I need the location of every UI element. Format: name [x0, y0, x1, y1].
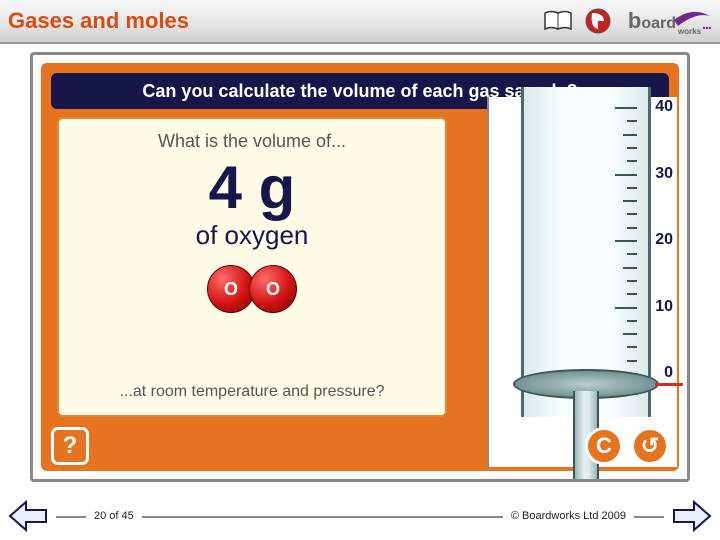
boardworks-logo: board works	[628, 6, 712, 36]
header-icons: board works	[542, 6, 712, 36]
tick-minor	[627, 253, 637, 255]
header-bar: Gases and moles board works	[0, 0, 720, 44]
panel-mass: 4 g	[59, 158, 445, 218]
tick-minor	[627, 213, 637, 215]
cylinder-plunger[interactable]	[513, 369, 659, 405]
unit-label: dm³	[687, 375, 690, 391]
tick-minor	[627, 120, 637, 122]
tick-minor	[623, 267, 637, 269]
tick-label: 0	[664, 364, 673, 382]
panel-condition: ...at room temperature and pressure?	[59, 383, 445, 401]
tick-minor	[627, 320, 637, 322]
tick-minor	[627, 187, 637, 189]
atom-icon: O	[207, 265, 255, 313]
check-button[interactable]: C	[585, 427, 623, 465]
tick-major	[615, 307, 637, 309]
zero-marker	[655, 383, 683, 386]
tick-minor	[627, 360, 637, 362]
tick-minor	[627, 346, 637, 348]
tick-label: 10	[655, 298, 673, 316]
tick-label: 20	[655, 231, 673, 249]
tick-major	[615, 107, 637, 109]
tick-minor	[623, 134, 637, 136]
tick-minor	[627, 293, 637, 295]
tick-major	[615, 240, 637, 242]
next-arrow-icon[interactable]	[670, 498, 714, 534]
flash-icon[interactable]	[582, 7, 614, 35]
help-button[interactable]: ?	[51, 427, 89, 465]
control-buttons: C ↺	[585, 427, 669, 465]
panel-gas: of oxygen	[59, 220, 445, 251]
slide-title: Gases and moles	[8, 8, 542, 34]
tick-minor	[627, 280, 637, 282]
footer-line: 20 of 45 © Boardworks Ltd 2009	[56, 510, 664, 522]
atom-icon: O	[249, 265, 297, 313]
footer: 20 of 45 © Boardworks Ltd 2009	[0, 492, 720, 540]
cylinder-area: 403020100 dm³	[487, 97, 677, 467]
tick-minor	[623, 333, 637, 335]
cylinder-scale: 403020100	[577, 97, 637, 377]
reset-button[interactable]: ↺	[631, 427, 669, 465]
tick-minor	[627, 160, 637, 162]
tick-label: 30	[655, 165, 673, 183]
prev-arrow-icon[interactable]	[6, 498, 50, 534]
question-panel: What is the volume of... 4 g of oxygen O…	[57, 117, 447, 417]
panel-intro: What is the volume of...	[59, 131, 445, 152]
page-number: 20 of 45	[86, 510, 142, 522]
slide-area: Can you calculate the volume of each gas…	[30, 52, 690, 482]
tick-minor	[627, 227, 637, 229]
tick-minor	[627, 147, 637, 149]
svg-text:works: works	[677, 27, 702, 36]
tick-label: 40	[655, 98, 673, 116]
tick-major	[615, 174, 637, 176]
book-icon[interactable]	[542, 7, 574, 35]
tick-minor	[623, 200, 637, 202]
copyright: © Boardworks Ltd 2009	[503, 510, 634, 522]
molecule-icon: O O	[59, 265, 445, 313]
